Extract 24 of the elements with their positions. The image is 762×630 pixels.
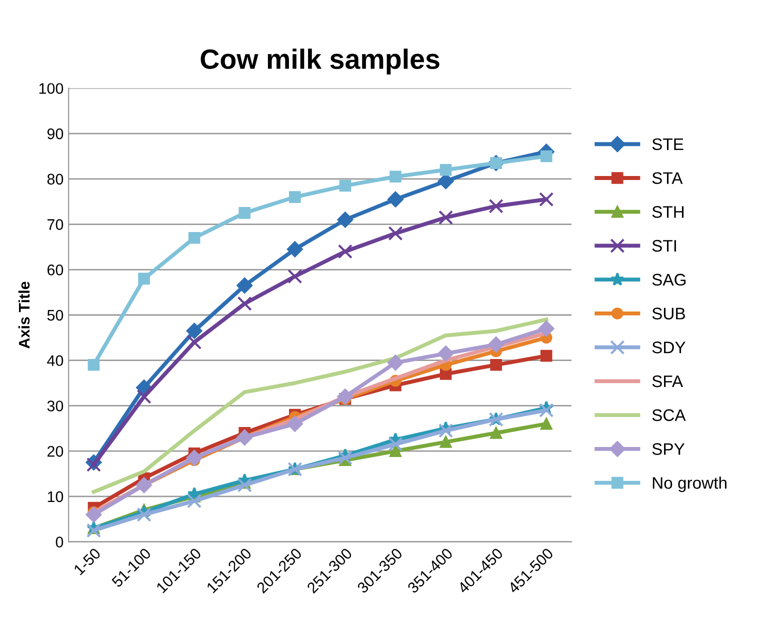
y-tick-label: 20 [47,446,64,457]
y-tick-label: 90 [47,128,64,140]
y-tick-label: 30 [47,400,64,412]
y-axis-title: Axis Title [18,282,30,348]
legend-label: SDY [652,342,686,354]
y-tick-label: 70 [48,219,64,230]
legend-label: SFA [652,375,684,388]
legend-label: STE [652,138,684,150]
legend-label: SCA [652,409,686,422]
legend-label: SPY [652,443,685,455]
y-tick-label: 80 [47,174,64,185]
chart-title: Cow milk samples [200,48,440,75]
legend-label: SAG [652,274,686,286]
legend-label: STH [652,206,684,218]
y-tick-label: 10 [48,491,64,502]
y-tick-label: 0 [56,536,64,548]
y-tick-label: 60 [48,264,64,276]
legend-label: STA [652,172,683,184]
legend-label: STI [652,240,676,252]
y-tick-label: 40 [47,355,64,366]
legend-label: SUB [652,308,685,320]
legend-label: No growth [652,476,726,492]
y-tick-label: 100 [39,83,64,94]
y-tick-label: 50 [47,310,64,321]
